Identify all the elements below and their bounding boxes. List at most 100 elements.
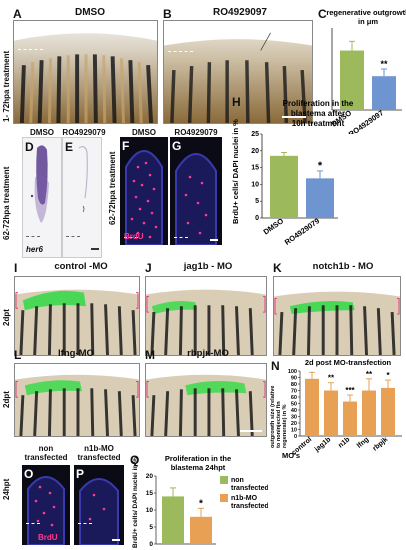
scale-bar-e: [91, 248, 99, 250]
panel-letter-h: H: [232, 95, 241, 109]
bar-c-0: [340, 50, 364, 110]
significance-n-4: *: [386, 371, 390, 380]
fin-image-a: [13, 20, 158, 124]
fin-rays-b: [164, 21, 312, 123]
amputation-line-e: [66, 236, 80, 237]
panel-letter-j: J: [145, 261, 152, 275]
category-label-n-2: n1b: [337, 436, 351, 449]
y-tick-label-h-5: 25: [251, 131, 259, 138]
brdu-label-o: BrdU: [38, 533, 58, 542]
y-tick-label-q-0: 0: [149, 541, 153, 548]
panel-title-o: non transfected: [24, 444, 68, 462]
chart-n-ylabel-3: regenerate) in %: [282, 404, 288, 448]
category-label-n-1: jag1b: [313, 436, 332, 454]
row-label-3: 2dpt: [2, 309, 11, 326]
y-tick-label-h-1: 5: [255, 198, 259, 205]
category-label-h-1: RO4929079: [283, 216, 321, 247]
y-tick-label-h-3: 15: [251, 165, 259, 172]
chart-h: Proliferation in the blastema after 10h …: [231, 99, 354, 247]
panel-letter-q: Q: [130, 453, 140, 467]
bar-n-2: [343, 401, 357, 436]
her6-stain: [30, 145, 49, 223]
panel-g-image: G: [170, 137, 222, 245]
panel-f-image: F: [120, 137, 168, 245]
category-label-n-3: lfng: [356, 436, 370, 450]
y-tick-label-n-7: 70: [291, 389, 297, 395]
chart-c-title-2: in μm: [358, 17, 378, 26]
y-tick-label-n-10: 100: [288, 369, 297, 375]
y-tick-label-h-0: 0: [255, 215, 259, 222]
amputation-line-o: [26, 523, 40, 524]
y-tick-label-h-4: 20: [251, 148, 259, 155]
legend-label-q-0-0: non: [231, 477, 244, 484]
significance-n-2: ***: [345, 386, 355, 395]
significance-q-1: *: [199, 498, 203, 509]
y-tick-label-q-4: 20: [146, 473, 154, 480]
bar-h-0: [270, 155, 298, 218]
panel-title-p: n1b-MO transfected: [77, 444, 121, 462]
amputation-line-f: [124, 237, 138, 238]
amputation-line-b: [168, 51, 193, 52]
brdu-stain-p: [79, 478, 119, 545]
significance-h-1: *: [318, 160, 323, 172]
bar-q-0: [162, 496, 184, 544]
fin-rays-m: [146, 364, 266, 436]
her6-stain-faint: [78, 146, 88, 213]
fin-rays-a: [14, 21, 157, 123]
amputation-line-a: [18, 49, 43, 50]
bar-n-3: [362, 390, 376, 436]
bar-q-1: [190, 516, 212, 544]
panel-letter-a: A: [13, 7, 22, 21]
legend-swatch-q-0: [220, 476, 228, 484]
fin-image-k: [273, 276, 401, 356]
chart-n-xlabel: MO's: [282, 451, 300, 460]
bar-h-1: [306, 178, 334, 218]
bar-n-1: [324, 390, 338, 436]
scale-bar-g: [210, 239, 218, 241]
bar-n-0: [305, 378, 319, 436]
panel-letter-d: D: [25, 140, 34, 154]
panel-title-d: DMSO: [30, 128, 54, 137]
fin-rays-i: [15, 277, 139, 355]
brdu-stain-o: [27, 476, 65, 545]
chart-h-ylabel: BrdU+ cells/ DAPI nuclei in %: [231, 119, 240, 224]
chart-h-title-2: blastema after: [291, 109, 345, 118]
scale-bar-m: [240, 430, 262, 432]
panel-letter-i: I: [14, 261, 18, 275]
panel-letter-o: O: [24, 467, 34, 481]
amputation-line-d: [26, 236, 40, 237]
significance-n-3: **: [366, 370, 373, 379]
brdu-stain-g: [175, 153, 217, 245]
category-label-n-4: rbpjk: [372, 436, 390, 452]
panel-title-m: rbpjκ-MO: [187, 348, 229, 359]
chart-n-title: 2d post MO-transfection: [305, 358, 392, 367]
panel-title-l: lfng-MO: [58, 348, 94, 359]
chart-q: Proliferation in the blastema 24hpt BrdU…: [132, 454, 268, 548]
row-label-1: 1- 72hpa treatment: [2, 50, 11, 122]
chart-q-ylabel: BrdU+ cells/ DAPI nuclei in %: [132, 457, 139, 548]
y-tick-label-q-2: 10: [146, 507, 154, 514]
chart-h-title-1: Proliferation in the: [283, 99, 354, 108]
panel-letter-n: N: [271, 359, 280, 373]
panel-letter-b: B: [163, 7, 172, 21]
amputation-line-p: [78, 523, 92, 524]
panel-letter-m: M: [145, 348, 155, 362]
amputation-line-g: [174, 237, 188, 238]
panel-title-b: RO4929097: [213, 7, 267, 18]
brdu-stain-f: [125, 150, 163, 245]
panel-title-i: control -MO: [54, 261, 108, 272]
fin-image-j: [145, 276, 267, 356]
bar-n-4: [381, 387, 395, 436]
panel-title-a: DMSO: [75, 7, 105, 18]
panel-p-image: P: [74, 465, 124, 545]
row-label-5: 24hpt: [2, 478, 11, 500]
panel-letter-g: G: [172, 139, 182, 153]
fin-image-m: [145, 363, 267, 437]
panel-letter-e: E: [65, 140, 74, 154]
legend-swatch-q-1: [220, 494, 228, 502]
y-tick-label-n-4: 40: [291, 408, 297, 414]
scale-bar-p: [112, 539, 120, 541]
chart-c-title-1: regenerative outgrowth: [326, 8, 406, 17]
row-label-2b: 62-72hpa treatment: [108, 151, 117, 225]
chart-c: regenerative outgrowth in μm DMSO**RO492…: [326, 8, 406, 134]
